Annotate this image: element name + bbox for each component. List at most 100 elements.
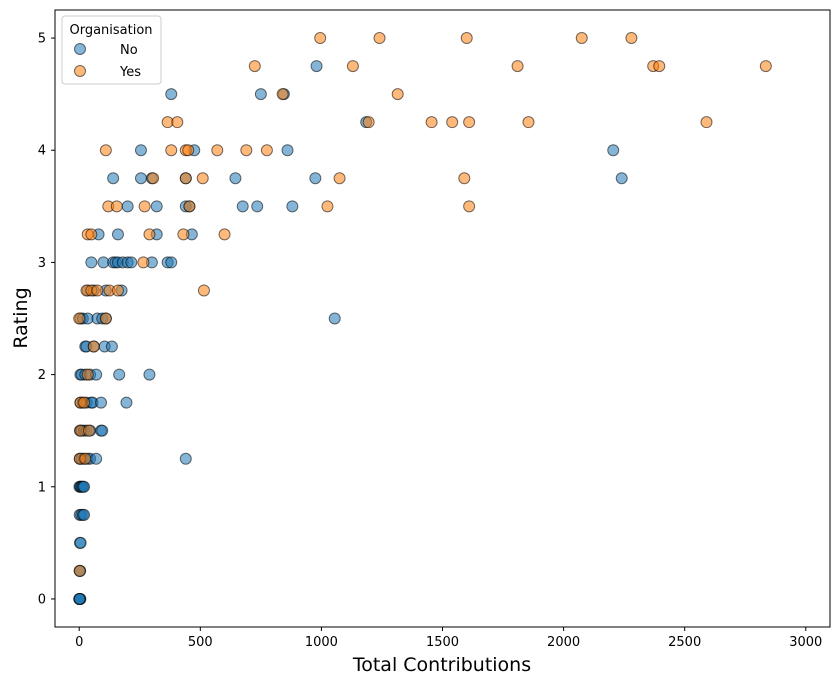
data-point-yes-44	[425, 116, 438, 129]
data-point-no-78	[121, 200, 134, 213]
data-point-no-4	[73, 592, 86, 605]
x-tick-label-1500: 1500	[426, 635, 459, 650]
data-point-no-98	[254, 88, 267, 101]
data-point-no-58	[328, 312, 341, 325]
data-point-no-89	[229, 172, 242, 185]
data-point-yes-33	[458, 172, 471, 185]
data-point-yes-29	[147, 172, 160, 185]
data-point-no-90	[309, 172, 322, 185]
data-point-yes-6	[78, 396, 91, 409]
data-point-no-73	[165, 256, 178, 269]
data-point-yes-13	[91, 284, 104, 297]
x-tick-label-2000: 2000	[547, 635, 580, 650]
data-point-yes-31	[196, 172, 209, 185]
data-point-no-84	[286, 200, 299, 213]
legend-label-no: No	[120, 43, 138, 58]
data-point-yes-58	[373, 32, 386, 45]
data-point-yes-55	[653, 60, 666, 73]
legend-marker-yes	[74, 65, 86, 77]
data-point-yes-17	[137, 256, 150, 269]
data-point-no-8	[74, 536, 87, 549]
data-point-yes-45	[446, 116, 459, 129]
x-tick-label-3000: 3000	[789, 635, 822, 650]
y-tick-label-2: 2	[38, 368, 46, 383]
data-point-yes-59	[460, 32, 473, 45]
data-point-no-83	[251, 200, 264, 213]
data-point-yes-8	[87, 340, 100, 353]
data-point-no-100	[310, 60, 323, 73]
data-point-yes-30	[179, 172, 192, 185]
data-point-no-85	[107, 172, 120, 185]
data-point-yes-26	[183, 200, 196, 213]
data-point-yes-9	[73, 312, 86, 325]
data-point-yes-34	[99, 144, 112, 157]
data-point-yes-25	[138, 200, 151, 213]
data-point-yes-24	[110, 200, 123, 213]
data-point-yes-49	[276, 88, 289, 101]
data-point-no-25	[179, 452, 192, 465]
data-point-yes-32	[333, 172, 346, 185]
data-point-yes-19	[85, 228, 98, 241]
data-point-no-46	[143, 368, 156, 381]
data-point-no-51	[105, 340, 118, 353]
data-point-yes-28	[463, 200, 476, 213]
legend-label-yes: Yes	[119, 65, 141, 80]
data-point-yes-7	[81, 368, 94, 381]
data-point-yes-61	[625, 32, 638, 45]
legend-title: Organisation	[69, 23, 152, 38]
data-point-yes-38	[211, 144, 224, 157]
y-tick-label-1: 1	[38, 480, 46, 495]
data-point-yes-51	[248, 60, 261, 73]
y-tick-label-3: 3	[38, 256, 46, 271]
y-axis-label: Rating	[10, 287, 32, 348]
data-point-no-92	[134, 144, 147, 157]
data-point-yes-47	[522, 116, 535, 129]
y-tick-label-0: 0	[38, 592, 46, 607]
data-point-yes-35	[165, 144, 178, 157]
ticks-layer: 0 500 1000 1500 2000 2500 3000 0 1 2 3 4 5	[38, 32, 823, 650]
data-point-yes-21	[177, 228, 190, 241]
data-point-yes-50	[391, 88, 404, 101]
data-point-yes-52	[346, 60, 359, 73]
data-point-yes-48	[700, 116, 713, 129]
x-tick-label-1000: 1000	[305, 635, 338, 650]
data-point-no-70	[125, 256, 138, 269]
data-point-yes-22	[218, 228, 231, 241]
data-point-no-38	[95, 396, 108, 409]
data-point-no-24	[90, 452, 103, 465]
data-point-no-39	[120, 396, 133, 409]
points-layer	[73, 32, 772, 605]
data-point-yes-42	[171, 116, 184, 129]
data-point-no-63	[85, 256, 98, 269]
y-tick-label-4: 4	[38, 144, 46, 159]
legend-marker-no	[74, 43, 86, 55]
data-point-no-97	[165, 88, 178, 101]
data-point-no-79	[150, 200, 163, 213]
data-point-yes-60	[575, 32, 588, 45]
data-point-no-75	[111, 228, 124, 241]
data-point-yes-43	[362, 116, 375, 129]
data-point-no-95	[607, 144, 620, 157]
data-point-yes-57	[314, 32, 327, 45]
x-tick-label-2500: 2500	[668, 635, 701, 650]
data-point-yes-0	[73, 564, 86, 577]
data-point-yes-53	[511, 60, 524, 73]
data-point-no-82	[236, 200, 249, 213]
x-axis-label: Total Contributions	[352, 654, 531, 676]
data-point-yes-16	[197, 284, 210, 297]
legend-box	[61, 15, 162, 85]
data-point-no-45	[113, 368, 126, 381]
data-point-yes-2	[79, 452, 92, 465]
y-tick-label-5: 5	[38, 32, 46, 47]
x-tick-label-0: 0	[75, 635, 83, 650]
data-point-yes-40	[260, 144, 273, 157]
data-point-yes-15	[111, 284, 124, 297]
data-point-yes-4	[82, 424, 95, 437]
data-point-yes-46	[463, 116, 476, 129]
x-tick-label-500: 500	[188, 635, 213, 650]
data-point-no-32	[96, 424, 109, 437]
data-point-no-94	[281, 144, 294, 157]
data-point-no-18	[78, 480, 91, 493]
